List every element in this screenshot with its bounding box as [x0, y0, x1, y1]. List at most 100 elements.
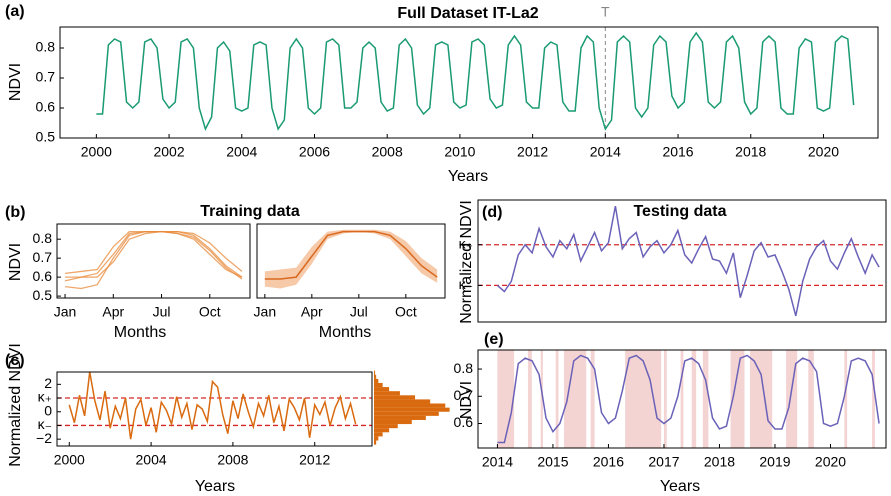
x-tick-label: Apr: [102, 304, 124, 320]
histogram-bar: [374, 436, 379, 441]
x-axis-label: Months: [114, 324, 166, 341]
x-tick-label: 2000: [81, 144, 112, 160]
y-tick-label: 0.6: [36, 99, 56, 115]
anomaly-span: [625, 350, 662, 448]
panel-label: (d): [482, 204, 502, 221]
histogram-bar: [374, 424, 398, 429]
x-tick-label: Jul: [153, 304, 171, 320]
data-line: [64, 230, 243, 274]
chart-title: Training data: [200, 203, 300, 220]
histogram-bar: [374, 440, 377, 445]
y-tick-label: 0.8: [36, 39, 56, 55]
data-line: [64, 230, 243, 290]
plot-frame: [56, 371, 373, 447]
y-tick-label: 0.6: [454, 414, 474, 430]
anomaly-span: [590, 350, 595, 448]
anomaly-span: [564, 350, 587, 448]
anomaly-span: [844, 350, 848, 448]
x-tick-label: 2000: [54, 452, 85, 468]
x-tick-label: 2018: [735, 144, 766, 160]
x-tick-label: Apr: [301, 304, 323, 320]
y-tick-label: 0.5: [33, 287, 53, 303]
y-tick-label: 0.8: [454, 360, 474, 376]
x-tick-label: 2017: [648, 454, 679, 470]
x-axis-label: Years: [660, 478, 700, 495]
panel-label: (c): [5, 352, 25, 369]
x-tick-label: 2006: [299, 144, 330, 160]
y-tick-label: 0.7: [33, 249, 53, 265]
anomaly-span: [540, 350, 543, 448]
anomaly-span: [497, 350, 515, 448]
x-tick-label: 2016: [593, 454, 624, 470]
panel-label: (a): [5, 3, 25, 20]
y-axis-label: Normalized NDVI: [7, 343, 24, 467]
histogram-bar: [374, 370, 376, 375]
x-tick-label: 2018: [704, 454, 735, 470]
histogram-bar: [374, 403, 446, 408]
x-tick-label: 2019: [759, 454, 790, 470]
chart-title: Testing data: [633, 203, 726, 220]
plot-frame: [56, 223, 251, 299]
plot-frame: [477, 199, 887, 323]
x-tick-label: Oct: [395, 304, 417, 320]
data-line: [64, 230, 243, 282]
histogram-bar: [374, 374, 377, 379]
x-tick-label: 2020: [808, 144, 839, 160]
x-tick-label: 2010: [444, 144, 475, 160]
anomaly-span: [872, 350, 875, 448]
data-line: [264, 230, 438, 280]
histogram-bar: [374, 428, 390, 433]
x-tick-label: 2016: [662, 144, 693, 160]
anomaly-span: [680, 350, 684, 448]
x-tick-label: 2020: [815, 454, 846, 470]
x-axis-label: Years: [448, 168, 488, 185]
anomaly-span: [786, 350, 798, 448]
confidence-band: [264, 229, 438, 289]
histogram-bar: [374, 382, 383, 388]
x-tick-label: 2015: [537, 454, 568, 470]
x-tick-label: 2012: [517, 144, 548, 160]
x-tick-label: Jan: [54, 304, 77, 320]
x-axis-label: Years: [195, 478, 235, 495]
histogram-bar: [374, 391, 400, 396]
x-tick-label: 2002: [153, 144, 184, 160]
anomaly-span: [702, 350, 709, 448]
chart-title: Full Dataset IT-La2: [397, 5, 538, 22]
histogram-bar: [374, 407, 450, 412]
y-tick-label: 0.7: [36, 69, 56, 85]
y-axis-label: NDVI: [458, 381, 475, 419]
histogram-bar: [374, 378, 379, 383]
data-line: [497, 354, 880, 444]
y-tick-label: κ₊: [459, 235, 473, 251]
anomaly-span: [730, 350, 745, 448]
panel-label: (b): [5, 204, 25, 221]
anomaly-span: [750, 350, 773, 448]
x-tick-label: 2012: [299, 452, 330, 468]
y-tick-label: 0.8: [33, 230, 53, 246]
data-line: [68, 371, 357, 440]
y-tick-label: 2: [44, 375, 52, 391]
plot-frame: [59, 26, 879, 139]
anomaly-span: [691, 350, 697, 448]
anomaly-span: [808, 350, 814, 448]
histogram-bar: [374, 419, 412, 425]
y-axis-label: NDVI: [7, 243, 24, 281]
data-line: [496, 205, 880, 317]
split-label: T: [601, 4, 610, 20]
x-tick-label: 2014: [590, 144, 621, 160]
y-tick-label: 0.5: [36, 129, 56, 145]
y-tick-label: κ₋: [38, 416, 52, 432]
anomaly-span: [527, 350, 532, 448]
x-tick-label: Jul: [350, 304, 368, 320]
y-tick-label: 0: [44, 402, 52, 418]
panel-label: (e): [484, 331, 504, 348]
x-tick-label: 2008: [217, 452, 248, 468]
histogram-bar: [374, 399, 431, 404]
y-axis-label: Normalized NDVI: [458, 200, 475, 324]
anomaly-span: [663, 350, 667, 448]
x-tick-label: 2004: [136, 452, 167, 468]
x-tick-label: Oct: [199, 304, 221, 320]
y-tick-label: κ₊: [38, 389, 52, 405]
histogram-bar: [374, 415, 426, 420]
